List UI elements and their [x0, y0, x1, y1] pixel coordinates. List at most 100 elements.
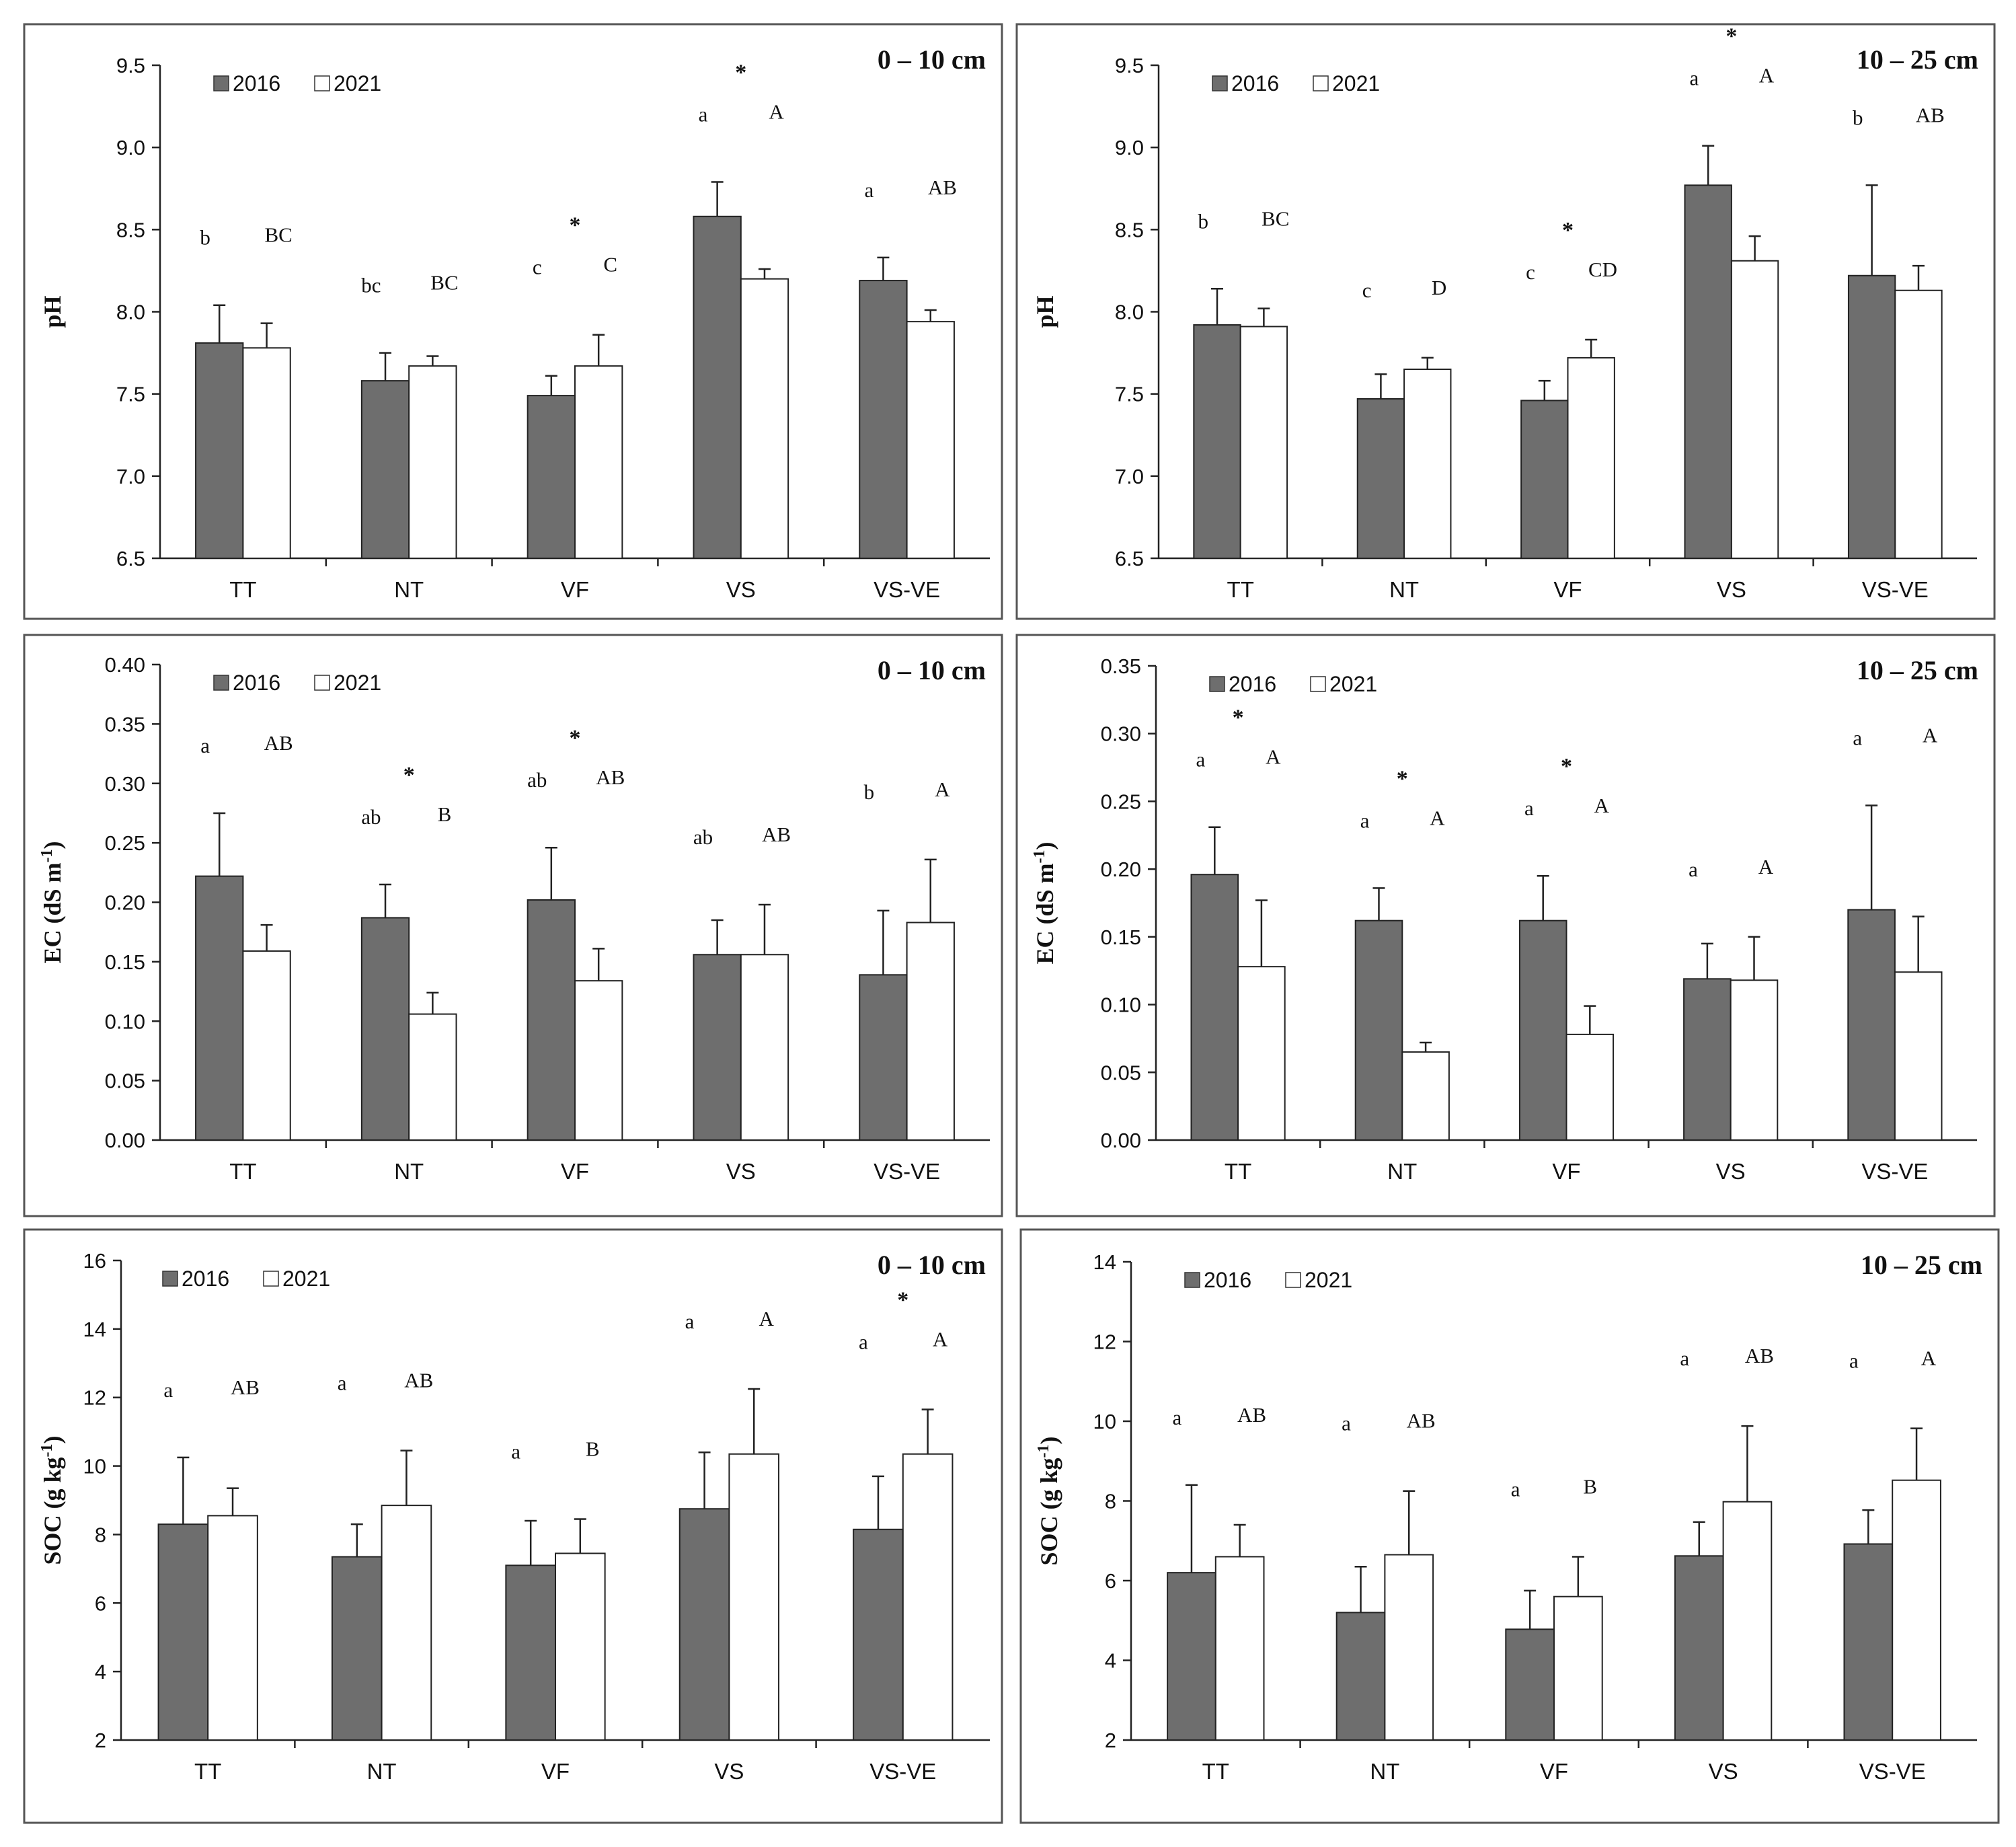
y-axis-label: EC (dS m-1): [38, 841, 66, 963]
letter-2016: a: [200, 734, 210, 757]
legend-swatch-2016: [1184, 1272, 1200, 1288]
y-tick-label: 0.10: [1101, 993, 1141, 1017]
letter-2016: a: [685, 1310, 695, 1333]
letter-2016: a: [1690, 67, 1699, 90]
letter-2021: B: [1583, 1474, 1597, 1498]
y-tick-label: 0.10: [105, 1010, 145, 1033]
bar-2021-VF: [574, 365, 623, 559]
bar-2016-NT: [1354, 919, 1403, 1141]
bar-2021-VS: [740, 954, 789, 1141]
y-tick-label: 4: [1105, 1649, 1116, 1673]
y-tick-label: 0.35: [105, 712, 145, 736]
letter-2016: a: [864, 178, 874, 202]
bar-2021-VS-VE: [1894, 289, 1943, 559]
bar-2016-VS-VE: [859, 280, 908, 559]
x-tick-label: VS: [1709, 1759, 1738, 1784]
y-tick-label: 6.5: [116, 547, 145, 570]
y-tick-label: 0.00: [1101, 1129, 1141, 1152]
letter-2016: a: [1849, 1349, 1859, 1373]
letter-2016: a: [1680, 1347, 1689, 1370]
bar-2021-NT: [1403, 369, 1452, 559]
bar-2016-VF: [1505, 1628, 1555, 1741]
bar-2016-TT: [1193, 324, 1241, 559]
legend-swatch-2021: [1313, 75, 1329, 91]
legend-label-2021: 2021: [334, 671, 381, 695]
x-tick-label: VS-VE: [1862, 577, 1929, 602]
letter-2016: c: [1526, 260, 1535, 284]
bar-2016-VS: [1674, 1555, 1724, 1741]
y-tick-label: 8.5: [1115, 218, 1144, 241]
chart-panel-3: 0.00 0.05 0.10 0.15 0.20 0.25 0.30 0.35 0.40 EC (…: [23, 634, 1003, 1217]
legend-swatch-2016: [213, 675, 229, 691]
x-tick-label: NT: [394, 1159, 424, 1184]
letter-2021: A: [1594, 794, 1610, 817]
x-tick-label: VS: [1716, 1159, 1746, 1184]
panel-frame: [23, 1228, 1003, 1824]
y-tick-label: 9.5: [116, 54, 145, 77]
bar-2021-VF: [1553, 1595, 1603, 1741]
bar-2016-TT: [1190, 874, 1239, 1141]
y-tick-label: 0.00: [105, 1129, 145, 1152]
letter-2016: b: [1198, 209, 1208, 233]
y-tick-label: 2: [95, 1729, 106, 1752]
y-tick-label: 10: [83, 1455, 106, 1478]
bar-2016-TT: [157, 1523, 209, 1741]
letter-2021: B: [438, 802, 452, 826]
legend-swatch-2021: [314, 75, 330, 91]
legend-label-2021: 2021: [334, 71, 381, 96]
y-tick-label: 0.20: [105, 891, 145, 915]
bar-2016-NT: [360, 380, 410, 559]
letter-2016: a: [1196, 748, 1206, 771]
x-tick-label: VS-VE: [874, 1159, 940, 1184]
letter-2016: ab: [693, 825, 713, 849]
x-tick-label: VS: [726, 577, 756, 602]
legend-label-2016: 2016: [1231, 71, 1279, 96]
letter-2021: A: [1758, 855, 1774, 878]
bar-2016-NT: [1335, 1612, 1386, 1741]
bar-2021-NT: [381, 1505, 432, 1741]
bar-2016-VF: [527, 395, 576, 559]
bar-2016-NT: [360, 917, 410, 1141]
chart-title: 10 – 25 cm: [1861, 1250, 1982, 1280]
chart-title: 0 – 10 cm: [878, 1250, 986, 1280]
x-tick-label: VS: [714, 1759, 744, 1784]
y-tick-label: 0.25: [1101, 790, 1141, 813]
legend-swatch-2021: [1285, 1272, 1301, 1288]
panel-frame: [23, 23, 1003, 620]
letter-2016: a: [859, 1330, 868, 1354]
bar-2021-NT: [1401, 1051, 1450, 1141]
x-tick-label: VS-VE: [1861, 1159, 1928, 1184]
bar-2021-TT: [242, 347, 291, 560]
significance-marker: *: [735, 60, 746, 85]
x-tick-label: VF: [1540, 1759, 1568, 1784]
letter-2021: A: [1266, 745, 1281, 769]
letter-2021: A: [1923, 723, 1938, 747]
x-tick-label: VS-VE: [874, 577, 940, 602]
y-tick-label: 0.20: [1101, 858, 1141, 881]
y-tick-label: 0.15: [1101, 926, 1141, 949]
bar-2021-TT: [242, 950, 291, 1141]
letter-2021: A: [1921, 1347, 1937, 1370]
y-tick-label: 2: [1105, 1729, 1116, 1752]
y-tick-label: 7.0: [116, 465, 145, 488]
bar-2021-TT: [1237, 966, 1286, 1141]
letter-2021: A: [759, 1307, 774, 1330]
bar-2021-VS-VE: [902, 1453, 954, 1741]
y-tick-label: 0.25: [105, 831, 145, 855]
y-tick-label: 9.0: [1115, 136, 1144, 159]
chart-title: 0 – 10 cm: [878, 655, 986, 685]
chart-title: 10 – 25 cm: [1857, 655, 1978, 685]
letter-2016: a: [1853, 726, 1862, 749]
bar-2021-NT: [408, 1013, 457, 1141]
y-tick-label: 8.0: [1115, 301, 1144, 324]
letter-2021: AB: [404, 1369, 433, 1392]
letter-2021: AB: [1916, 103, 1945, 126]
letter-2021: AB: [1745, 1344, 1774, 1367]
bar-2016-VS: [1684, 184, 1732, 559]
y-tick-label: 0.40: [105, 653, 145, 677]
significance-marker: *: [1233, 706, 1244, 730]
letter-2016: bc: [361, 274, 381, 297]
x-tick-label: TT: [229, 577, 256, 602]
legend-swatch-2021: [1310, 676, 1326, 692]
significance-marker: *: [1397, 766, 1408, 791]
